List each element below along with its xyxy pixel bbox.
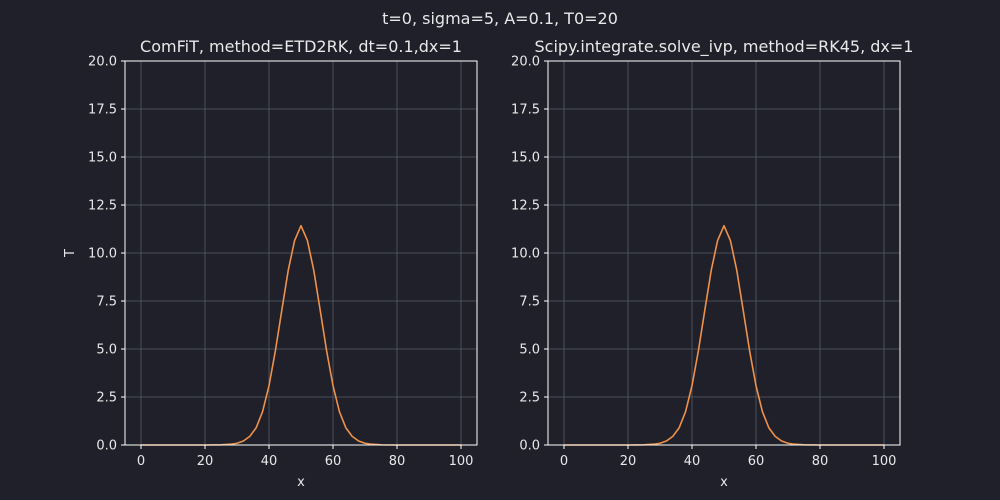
x-tick-label-right-2: 40	[684, 454, 701, 469]
series-line-right-0	[563, 224, 885, 446]
x-tick-label-right-4: 80	[812, 454, 829, 469]
x-tick-label-left-4: 80	[389, 454, 406, 469]
subplot-left: 0 20 40 60 80 100 0.0 2.5 5.0 7.5 10.0 12.5 15.0 17.5…	[63, 37, 478, 490]
subplot-title-left: ComFiT, method=ETD2RK, dt=0.1,dx=1	[140, 37, 462, 56]
x-tick-label-right-3: 60	[748, 454, 765, 469]
y-tick-label-right-4: 10.0	[511, 247, 540, 262]
y-tick-label-left-0: 0.0	[96, 439, 117, 454]
y-tick-label-right-2: 5.0	[519, 343, 540, 358]
y-tick-label-left-4: 10.0	[88, 247, 117, 262]
subplot-title-right: Scipy.integrate.solve_ivp, method=RK45, …	[535, 37, 914, 57]
y-tick-label-right-7: 17.5	[511, 103, 540, 118]
y-tick-label-left-6: 15.0	[88, 151, 117, 166]
x-tick-label-right-5: 100	[872, 454, 897, 469]
x-tick-label-left-2: 40	[261, 454, 278, 469]
x-tick-label-left-5: 100	[449, 454, 474, 469]
y-tick-label-left-8: 20.0	[88, 55, 117, 70]
grid-left	[125, 60, 477, 446]
ticks-right: 0 20 40 60 80 100 0.0 2.5 5.0 7.5 10.0 12.5 15.0 17.5…	[511, 55, 896, 470]
y-tick-label-right-6: 15.0	[511, 151, 540, 166]
series-line-left-0	[140, 224, 462, 446]
y-tick-label-left-7: 17.5	[88, 103, 117, 118]
figure-suptitle: t=0, sigma=5, A=0.1, T0=20	[382, 9, 618, 28]
x-tick-label-left-3: 60	[325, 454, 342, 469]
y-tick-label-left-2: 5.0	[96, 343, 117, 358]
series-left	[140, 224, 462, 446]
subplot-right: 0 20 40 60 80 100 0.0 2.5 5.0 7.5 10.0 12.5 15.0 17.5…	[511, 37, 913, 490]
x-axis-label-right: x	[720, 475, 728, 490]
x-axis-label-left: x	[297, 475, 305, 490]
y-tick-label-right-3: 7.5	[519, 295, 540, 310]
y-tick-label-right-0: 0.0	[519, 439, 540, 454]
ticks-left: 0 20 40 60 80 100 0.0 2.5 5.0 7.5 10.0 12.5 15.0 17.5…	[88, 55, 473, 470]
y-tick-label-right-5: 12.5	[511, 199, 540, 214]
x-tick-label-left-1: 20	[197, 454, 214, 469]
y-tick-label-right-1: 2.5	[519, 391, 540, 406]
y-tick-label-right-8: 20.0	[511, 55, 540, 70]
y-tick-label-left-1: 2.5	[96, 391, 117, 406]
y-tick-label-left-3: 7.5	[96, 295, 117, 310]
y-axis-label-left: T	[63, 249, 78, 258]
x-tick-label-right-0: 0	[560, 454, 568, 469]
x-tick-label-left-0: 0	[137, 454, 145, 469]
x-tick-label-right-1: 20	[620, 454, 637, 469]
y-tick-label-left-5: 12.5	[88, 199, 117, 214]
series-right	[563, 224, 885, 446]
